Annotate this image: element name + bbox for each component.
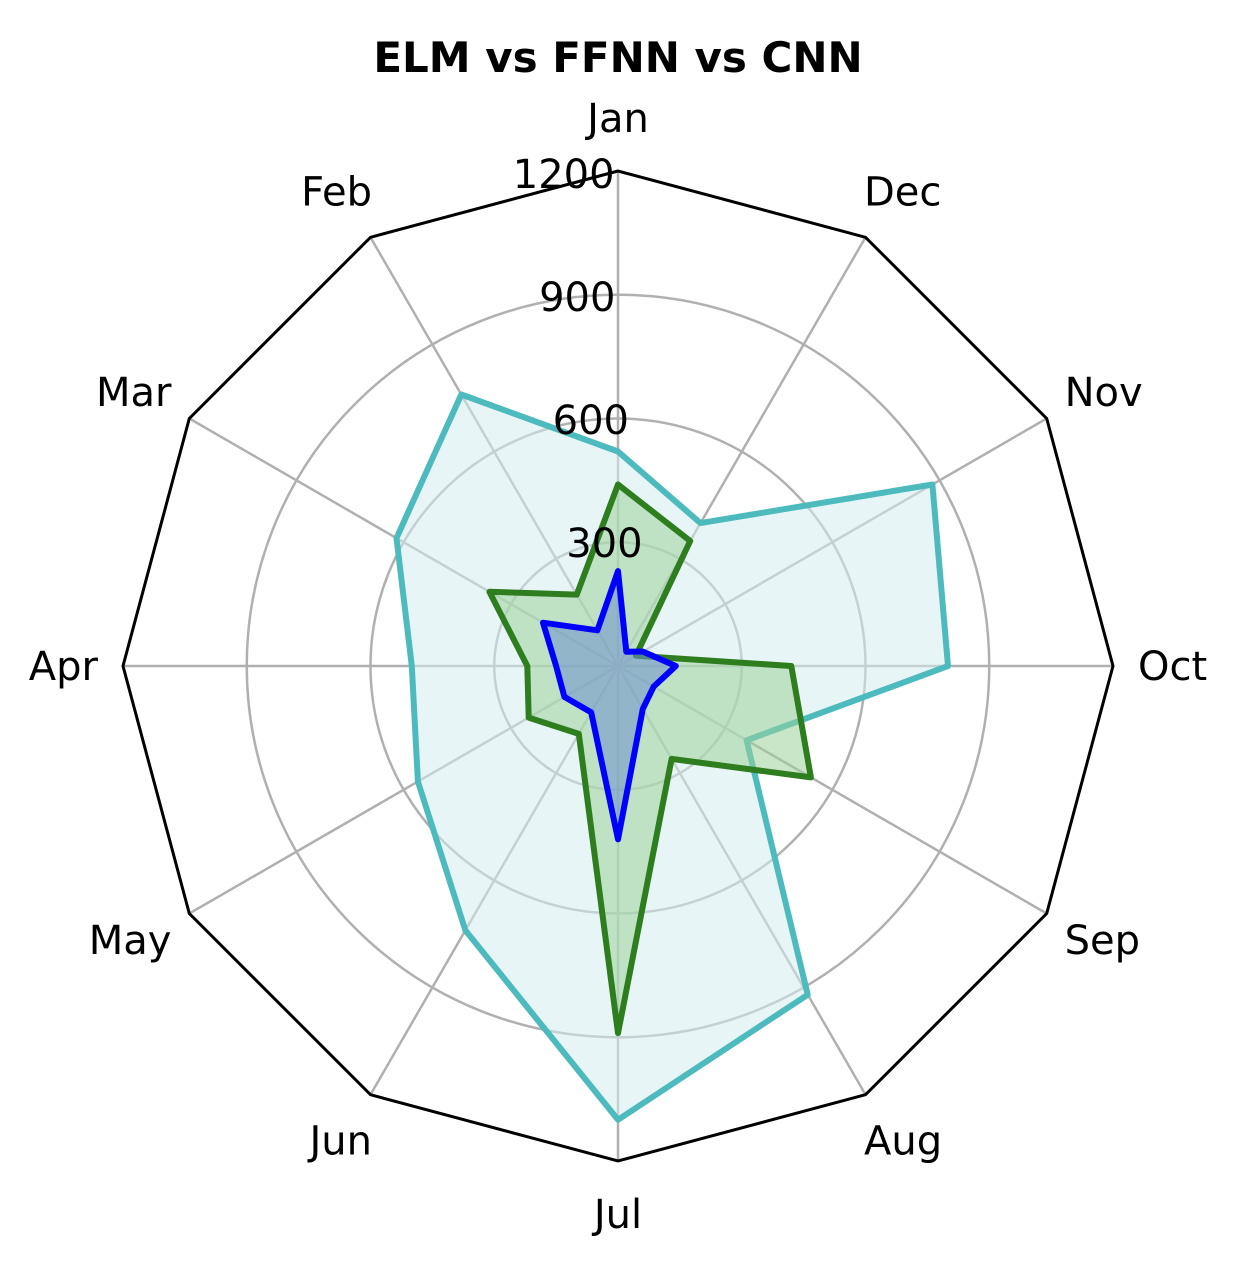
rtick-label-900: 900 xyxy=(539,275,615,321)
radial-tick-labels: 300 600 900 1200 xyxy=(513,152,643,567)
category-label-jul: Jul xyxy=(591,1192,642,1238)
rtick-label-600: 600 xyxy=(553,398,629,444)
category-label-jun: Jun xyxy=(307,1119,373,1165)
category-label-oct: Oct xyxy=(1138,644,1207,690)
category-label-apr: Apr xyxy=(29,644,99,690)
rtick-label-1200: 1200 xyxy=(513,152,615,198)
category-label-nov: Nov xyxy=(1065,370,1143,416)
rtick-label-300: 300 xyxy=(566,521,642,567)
category-label-dec: Dec xyxy=(864,169,941,215)
outer-frame xyxy=(121,169,1115,1163)
category-label-mar: Mar xyxy=(96,370,172,416)
series-0-line xyxy=(393,391,951,1123)
series-2-area xyxy=(543,571,676,840)
series-2-line xyxy=(540,568,679,843)
category-label-feb: Feb xyxy=(301,169,372,215)
category-labels: Jan Feb Mar Apr May Jun Jul Aug Sep Oct Nov Dec xyxy=(29,96,1207,1238)
series-layer xyxy=(393,391,951,1123)
category-label-sep: Sep xyxy=(1065,918,1140,964)
category-label-aug: Aug xyxy=(864,1119,942,1165)
frame xyxy=(121,169,1115,1163)
category-label-may: May xyxy=(89,918,172,964)
series-1-area xyxy=(489,484,811,1034)
chart-title: ELM vs FFNN vs CNN xyxy=(373,33,862,82)
category-label-jan: Jan xyxy=(584,96,649,142)
